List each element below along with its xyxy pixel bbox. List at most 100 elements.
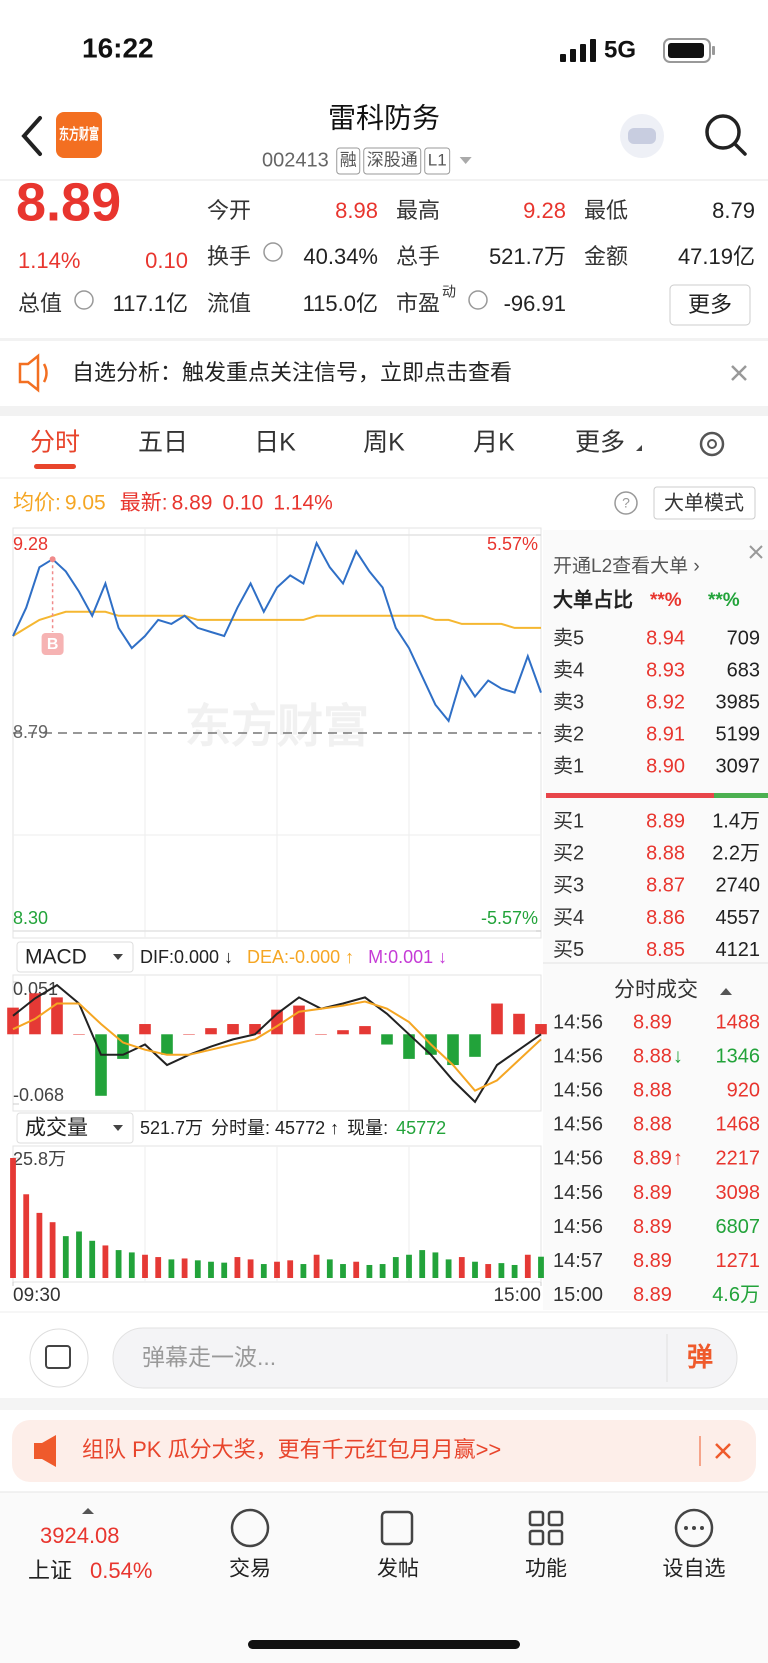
- promo-banner[interactable]: [12, 1420, 756, 1482]
- volume-bar: [353, 1261, 360, 1278]
- trade-volume: 1271: [716, 1250, 761, 1272]
- volume-bar: [128, 1252, 135, 1278]
- volume-bar: [313, 1254, 320, 1278]
- trade-volume: 4.6万: [712, 1284, 760, 1306]
- macd-selector[interactable]: [16, 941, 134, 973]
- legend-text: 9.05: [65, 492, 106, 515]
- macd-bar: [51, 997, 63, 1035]
- tab[interactable]: 更多: [575, 429, 625, 457]
- macd-bar: [205, 1028, 217, 1035]
- trade-icon[interactable]: [230, 1508, 270, 1548]
- field-label-sup: 动: [442, 284, 456, 300]
- settings-button[interactable]: [699, 431, 725, 457]
- signal-bar: [580, 44, 586, 62]
- nav-label[interactable]: 功能: [525, 1558, 567, 1581]
- trade-time: 14:56: [553, 1045, 603, 1067]
- x-tick-label: 09:30: [13, 1285, 61, 1306]
- field-value: 40.34%: [303, 244, 378, 269]
- legend-text: 最新:: [120, 492, 168, 515]
- comment-toggle[interactable]: [29, 1328, 89, 1388]
- index-value: 3924.08: [40, 1523, 120, 1548]
- dot: [692, 1526, 696, 1530]
- info-icon[interactable]: [263, 242, 283, 262]
- tab[interactable]: 分时: [30, 429, 80, 457]
- promo-text[interactable]: 组队 PK 瓜分大奖，更有千元红包月月赢>>: [82, 1437, 501, 1462]
- field-label: 金额: [584, 244, 628, 269]
- macd-bar: [183, 1034, 195, 1035]
- more-label[interactable]: 更多: [688, 292, 732, 317]
- macd-bar: [95, 1034, 107, 1096]
- tag-box: [336, 147, 361, 175]
- help-icon[interactable]: [614, 491, 638, 515]
- status-icons: [560, 38, 715, 63]
- field-value: 47.19亿: [678, 244, 755, 269]
- nav-label[interactable]: 设自选: [663, 1558, 726, 1581]
- stock-code: 002413: [262, 149, 329, 171]
- volume-bar: [524, 1254, 531, 1278]
- book-volume: 709: [727, 627, 760, 649]
- legend-entry: 现量:: [347, 1118, 388, 1138]
- macd-bar: [447, 1034, 459, 1066]
- volume-bar: [208, 1261, 214, 1278]
- macd-line: [12, 983, 542, 1104]
- promo-icon: [34, 1435, 56, 1467]
- side-title[interactable]: 开通L2查看大单 ›: [553, 555, 700, 577]
- danmaku-button[interactable]: 弹: [687, 1342, 713, 1372]
- info-icon[interactable]: [468, 290, 488, 310]
- function-icon[interactable]: [528, 1510, 564, 1546]
- trades-toggle[interactable]: [720, 988, 732, 995]
- trade-time: 14:56: [553, 1079, 603, 1101]
- nav-label[interactable]: 交易: [229, 1558, 271, 1581]
- more-button[interactable]: [669, 284, 751, 326]
- macd-bar: [513, 1013, 525, 1035]
- book-volume: 2.2万: [712, 842, 760, 864]
- trade-volume: 1468: [716, 1114, 761, 1136]
- volume-bar: [260, 1264, 267, 1278]
- nav-label[interactable]: 发帖: [377, 1558, 419, 1581]
- volume-bar: [194, 1260, 201, 1278]
- book-label: 买4: [553, 907, 584, 929]
- tab[interactable]: 月K: [473, 429, 515, 457]
- mode-button[interactable]: [653, 486, 756, 520]
- macd-bar: [29, 993, 41, 1035]
- notice-text[interactable]: 自选分析：触发重点关注信号，立即点击查看: [72, 360, 512, 385]
- promo-close[interactable]: [715, 1443, 731, 1459]
- side-close[interactable]: [749, 545, 763, 559]
- volume-selector[interactable]: [16, 1112, 134, 1144]
- tab[interactable]: 周K: [363, 429, 405, 457]
- tab[interactable]: 五日: [138, 429, 188, 457]
- book-price: 8.86: [646, 907, 685, 929]
- volume-bar: [432, 1252, 439, 1278]
- volume-bar: [274, 1261, 280, 1278]
- volume-bar: [538, 1256, 544, 1278]
- tab[interactable]: 日K: [254, 429, 296, 457]
- speaker-icon: [18, 353, 40, 393]
- back-button[interactable]: [21, 116, 42, 156]
- legend-text: 8.89: [172, 492, 213, 515]
- book-price: 8.94: [646, 627, 685, 649]
- volume-bar: [419, 1250, 426, 1278]
- volume-bar: [472, 1261, 478, 1278]
- index-toggle[interactable]: [82, 1508, 94, 1514]
- x-tick-label: 15:00: [493, 1285, 541, 1306]
- book-price: 8.87: [646, 875, 685, 897]
- post-icon[interactable]: [380, 1510, 414, 1546]
- comment-input[interactable]: [112, 1327, 738, 1389]
- volume-bar: [62, 1236, 69, 1278]
- info-icon[interactable]: [74, 290, 94, 310]
- watchlist-icon[interactable]: [674, 1508, 714, 1548]
- field-label: 换手: [207, 244, 251, 269]
- dot: [684, 1526, 688, 1530]
- grid-cell: [528, 1529, 545, 1546]
- search-button[interactable]: [705, 114, 741, 150]
- legend-entry: 45772: [396, 1118, 446, 1138]
- stock-tag: 融: [340, 150, 357, 169]
- comment-placeholder[interactable]: 弹幕走一波...: [142, 1344, 276, 1370]
- notice-close[interactable]: [731, 365, 747, 381]
- battery-level: [668, 43, 704, 58]
- book-volume: 1.4万: [712, 810, 760, 832]
- trade-price: 8.89: [633, 1216, 672, 1238]
- macd-bar: [161, 1034, 173, 1055]
- mode-label[interactable]: 大单模式: [664, 491, 744, 514]
